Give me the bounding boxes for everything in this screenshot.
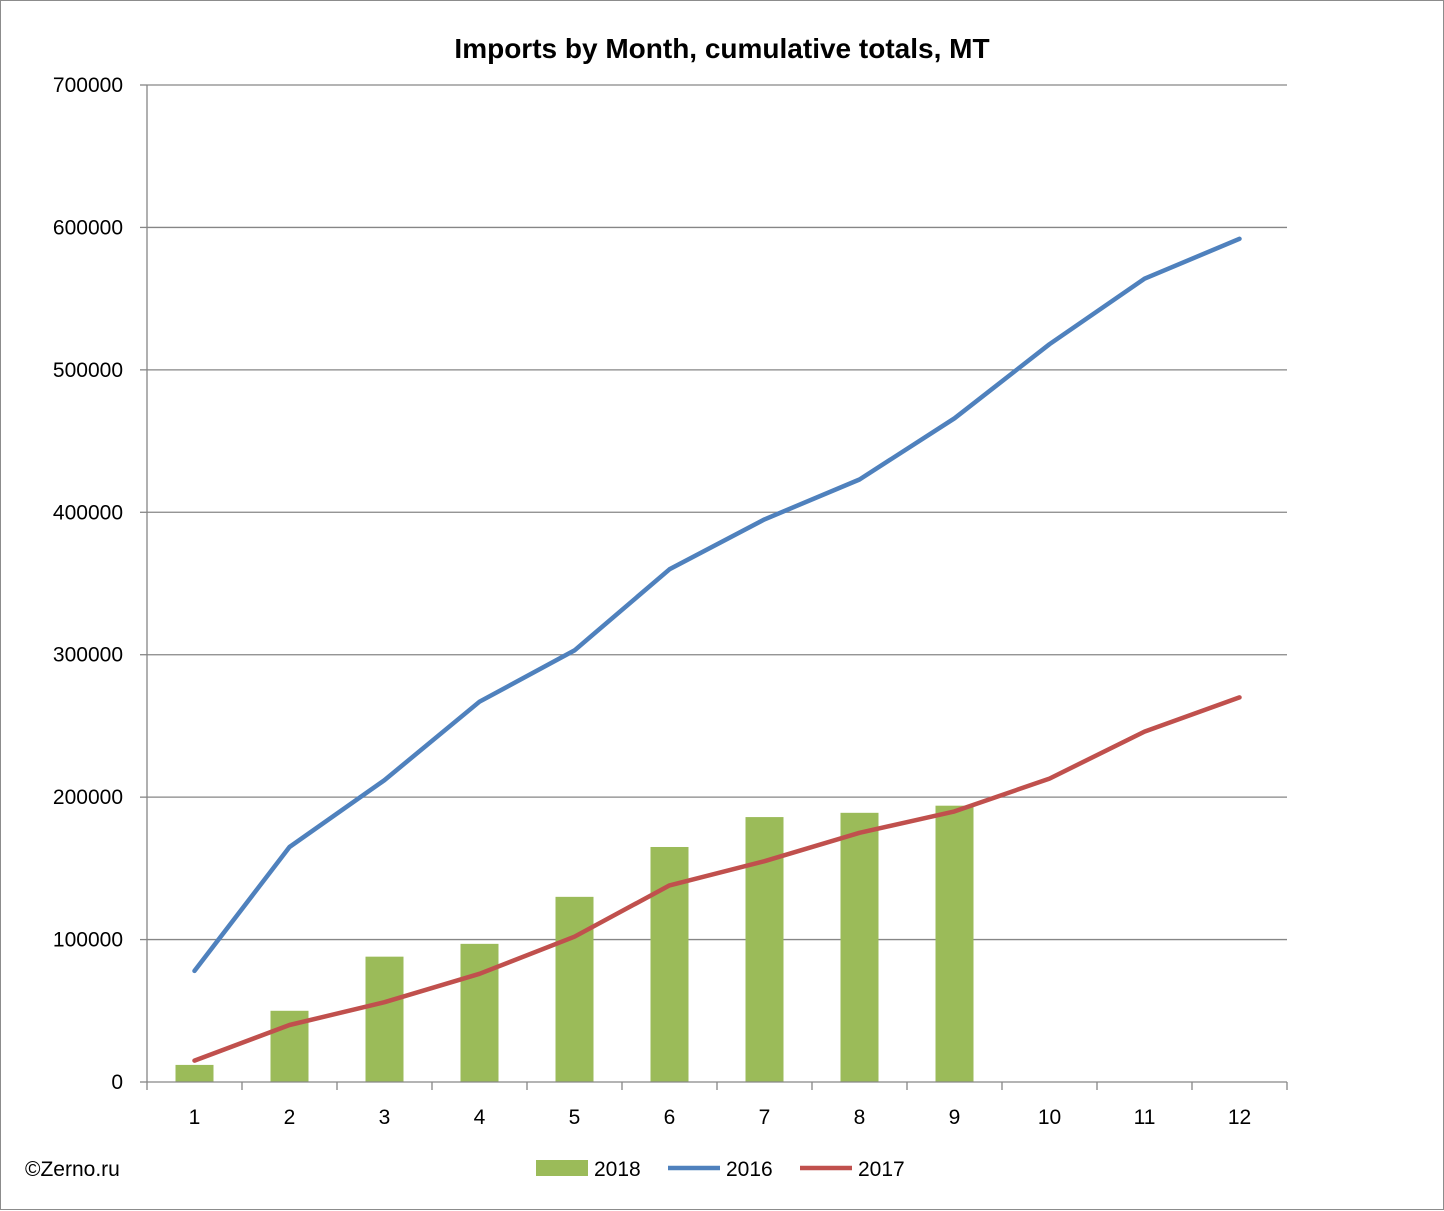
x-tick-label: 10 xyxy=(1038,1106,1061,1129)
legend-item-2017: 2017 xyxy=(800,1158,905,1181)
axes xyxy=(146,85,1287,1083)
gridlines xyxy=(147,84,1287,941)
x-tick-label: 12 xyxy=(1228,1106,1251,1129)
bar-2018 xyxy=(460,943,499,1082)
x-axis-ticks: 1 2 3 4 5 6 7 8 9 10 11 12 xyxy=(146,1082,1288,1129)
bars-2018 xyxy=(175,805,974,1082)
series-line-2016 xyxy=(192,236,1242,974)
x-tick-label: 8 xyxy=(854,1106,866,1129)
x-tick-label: 2 xyxy=(284,1106,296,1129)
x-tick-label: 1 xyxy=(189,1106,201,1129)
series-line-2017 xyxy=(192,695,1242,1063)
y-tick-label: 100000 xyxy=(53,929,123,952)
lines xyxy=(192,236,1242,1063)
legend-swatch xyxy=(536,1160,588,1176)
legend: 2018 2016 2017 xyxy=(536,1158,905,1181)
legend-label: 2016 xyxy=(726,1158,773,1181)
legend-item-2018: 2018 xyxy=(536,1158,641,1181)
y-axis-ticks: 0 100000 200000 300000 400000 500000 600000 700… xyxy=(53,74,147,1094)
legend-item-2016: 2016 xyxy=(668,1158,773,1181)
bar-2018 xyxy=(935,805,974,1082)
y-tick-label: 500000 xyxy=(53,359,123,382)
x-tick-label: 11 xyxy=(1134,1106,1156,1129)
legend-label: 2017 xyxy=(858,1158,905,1181)
credit-label: ©Zerno.ru xyxy=(25,1158,120,1181)
x-tick-label: 9 xyxy=(949,1106,961,1129)
bar-2018 xyxy=(365,956,404,1082)
y-tick-label: 200000 xyxy=(53,786,123,809)
y-tick-label: 700000 xyxy=(53,74,123,97)
x-tick-label: 3 xyxy=(379,1106,391,1129)
bar-2018 xyxy=(555,896,594,1082)
x-tick-label: 6 xyxy=(664,1106,676,1129)
chart-title: Imports by Month, cumulative totals, MT xyxy=(454,33,989,64)
bar-2018 xyxy=(175,1064,214,1082)
y-tick-label: 300000 xyxy=(53,644,123,667)
x-tick-label: 5 xyxy=(569,1106,581,1129)
x-tick-label: 4 xyxy=(474,1106,486,1129)
y-tick-label: 600000 xyxy=(53,216,123,239)
legend-label: 2018 xyxy=(594,1158,641,1181)
y-tick-label: 400000 xyxy=(53,501,123,524)
x-tick-label: 7 xyxy=(759,1106,771,1129)
bar-2018 xyxy=(840,812,879,1082)
y-tick-label: 0 xyxy=(111,1071,123,1094)
